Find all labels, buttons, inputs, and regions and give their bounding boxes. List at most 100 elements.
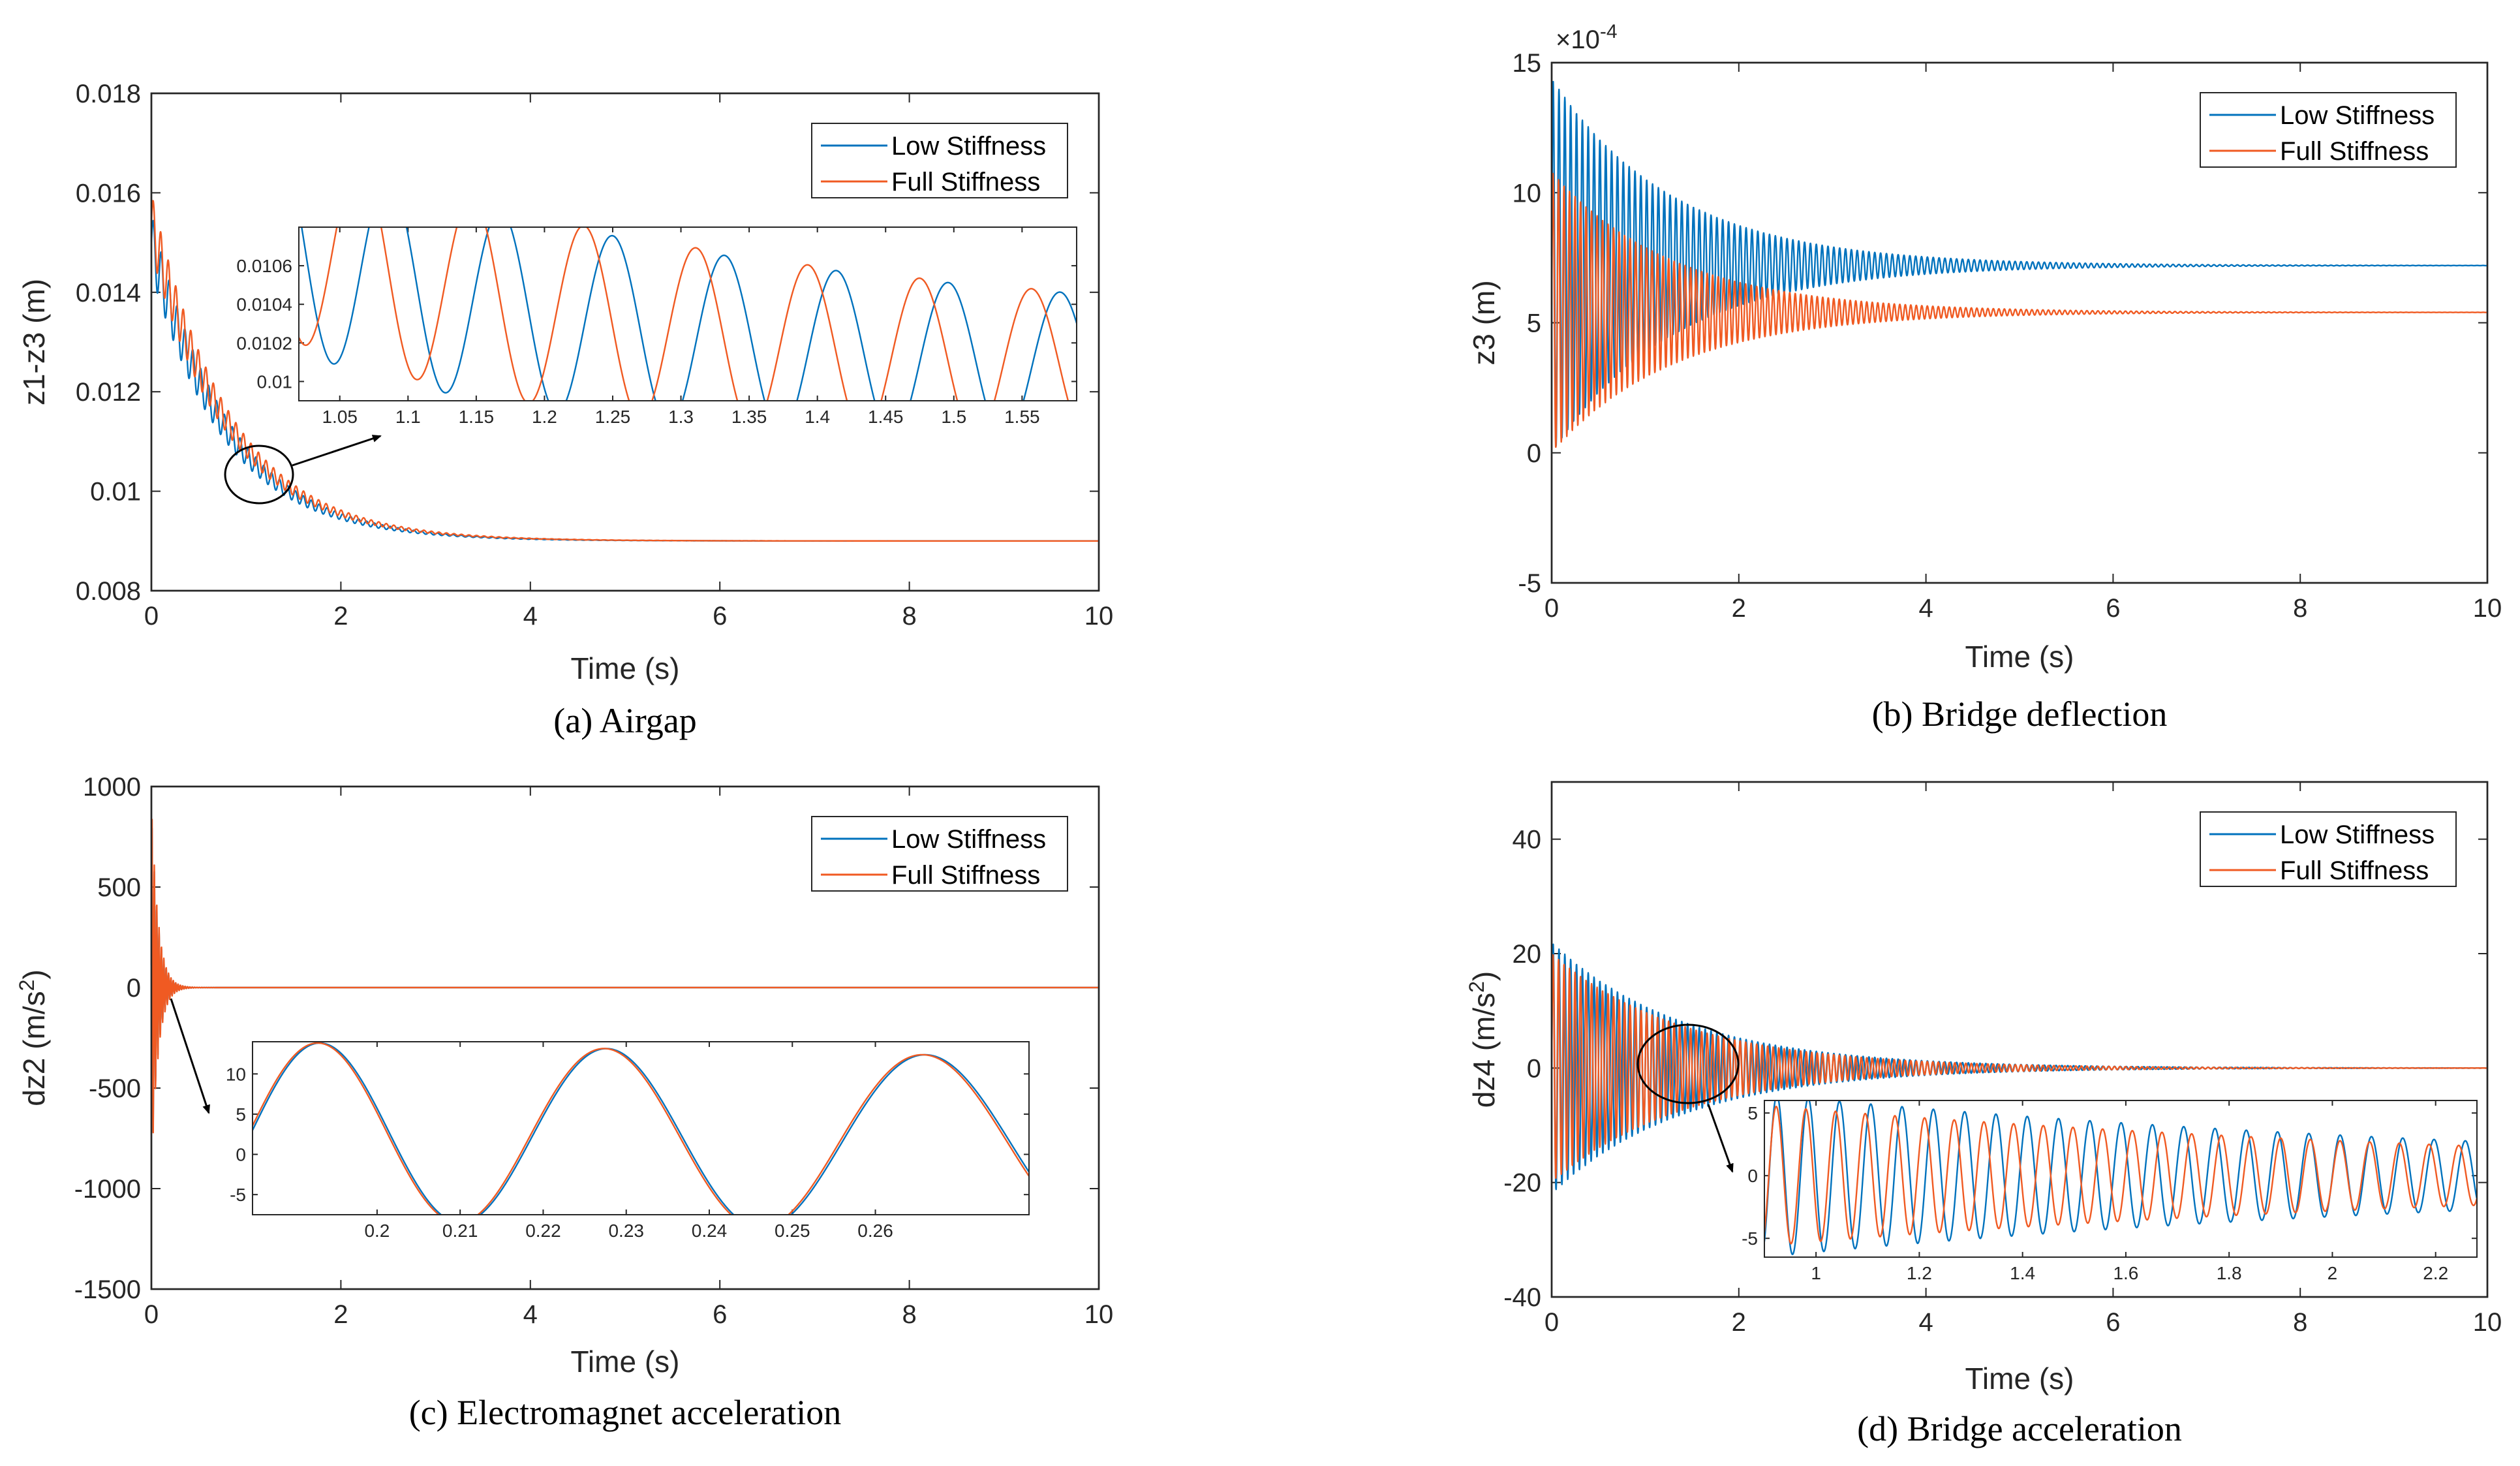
x-tick-label: 1.4	[2010, 1263, 2035, 1283]
legend-entry: Low Stiffness	[2280, 820, 2435, 849]
x-tick-label: 10	[2473, 1308, 2502, 1337]
y-tick-label: -20	[1503, 1169, 1541, 1198]
inset-series-line-full-stiffness	[1764, 1106, 2477, 1245]
y-tick-label: 5	[1747, 1103, 1758, 1123]
axis-exponent: ×10-4	[1556, 21, 1618, 54]
x-tick-label: 6	[713, 602, 727, 631]
x-tick-label: 1.2	[532, 407, 557, 427]
plot-frame-top	[150, 785, 1100, 1290]
x-tick-label: 2	[333, 602, 348, 631]
x-tick-label: 1.55	[1004, 407, 1040, 427]
y-axis-label-power: 2	[1465, 981, 1488, 993]
inset-series	[299, 227, 1077, 401]
x-tick-label: 1.3	[668, 407, 694, 427]
x-tick-label: 1.8	[2217, 1263, 2242, 1283]
chart-a: 0 2 4 6 8 10 0.008 0.01 0.012 0.014 0.016 0.018 Low …	[17, 80, 1113, 740]
x-tick-label: 6	[713, 1300, 727, 1329]
zoom-arrow	[170, 998, 210, 1114]
x-tick-label: 0.2	[364, 1221, 390, 1241]
x-tick-label: 1.4	[805, 407, 830, 427]
zoom-ellipse	[1636, 1023, 1740, 1104]
x-tick-label: 8	[902, 1300, 916, 1329]
y-axis-label-main: dz4 (m/s	[1467, 993, 1501, 1108]
plot-frame	[298, 226, 1077, 401]
x-tick-label: 4	[523, 602, 538, 631]
y-tick-label: 0	[127, 974, 141, 1003]
inset-series-line-full-stiffness	[299, 227, 1069, 401]
x-tick-label: 0.23	[608, 1221, 644, 1241]
x-axis-label: Time (s)	[571, 651, 680, 685]
y-tick-label: -1000	[74, 1175, 141, 1204]
legend: Low Stiffness Full Stiffness	[811, 123, 1068, 198]
y-axis-label-close: )	[17, 969, 51, 979]
plot-frame-top	[1550, 61, 2489, 584]
y-tick-label: 10	[1513, 179, 1542, 208]
series-line-full-stiffness	[1550, 954, 2488, 1179]
plot-frame-top	[150, 92, 1100, 592]
legend-entry: Full Stiffness	[2280, 137, 2429, 166]
x-tick-label: 0.25	[775, 1221, 810, 1241]
x-tick-label: 1.5	[941, 407, 966, 427]
x-axis-label: Time (s)	[1965, 640, 2074, 674]
legend-entry: Low Stiffness	[2280, 101, 2435, 130]
y-axis-label: dz4 (m/s2)	[1465, 971, 1501, 1108]
y-tick-label: 0.018	[76, 80, 141, 108]
legend-entry: Full Stiffness	[2280, 856, 2429, 885]
x-tick-label: 10	[2473, 594, 2502, 623]
legend: Low Stiffness Full Stiffness	[811, 816, 1068, 892]
x-tick-label: 4	[1918, 1308, 1933, 1337]
x-tick-label: 10	[1084, 602, 1114, 631]
x-tick-label: 1.45	[868, 407, 904, 427]
x-tick-label: 1.2	[1907, 1263, 1932, 1283]
x-tick-label: 1.05	[322, 407, 358, 427]
figure-caption: (b) Bridge deflection	[1872, 694, 2168, 734]
x-tick-label: 0	[1544, 594, 1559, 623]
chart-c: 0 2 4 6 8 10 -1500 -1000 -500 0 500 1000 Low Stiffne…	[15, 773, 1113, 1432]
plot-frame-top	[1550, 781, 2489, 1298]
y-tick-label: 500	[97, 873, 141, 902]
x-tick-label: 0	[1544, 1308, 1559, 1337]
x-tick-label: 1.1	[395, 407, 421, 427]
x-tick-label: 0	[144, 1300, 159, 1329]
series-line-full-stiffness	[1550, 172, 2488, 448]
y-tick-label: 0.0102	[236, 333, 292, 353]
series-line-full-stiffness	[150, 819, 1099, 1134]
inset-frame-top	[252, 1041, 1030, 1215]
inset-series	[253, 1042, 1029, 1215]
legend: Low Stiffness Full Stiffness	[2200, 811, 2457, 887]
plot-frame	[252, 1041, 1030, 1215]
y-tick-label: 0.0106	[236, 256, 292, 276]
zoom-arrow	[1707, 1104, 1734, 1173]
zoom-arrow	[292, 435, 382, 467]
x-tick-label: 1.35	[731, 407, 767, 427]
y-axis-label-main: z3 (m)	[1467, 280, 1501, 365]
legend-entry: Low Stiffness	[891, 825, 1046, 854]
inset-series-line-low-stiffness	[253, 1042, 1029, 1215]
y-axis-label-main: dz2 (m/s	[17, 991, 51, 1106]
x-tick-label: 0.22	[525, 1221, 561, 1241]
y-tick-label: 10	[226, 1064, 246, 1084]
figure-caption: (d) Bridge acceleration	[1857, 1409, 2182, 1448]
y-tick-label: 0.01	[90, 478, 141, 507]
zoom-ellipse	[224, 444, 294, 505]
legend-box	[811, 816, 1068, 892]
y-axis-label-close: )	[1467, 971, 1501, 981]
y-tick-label: -1500	[74, 1275, 141, 1304]
y-tick-label: -5	[1518, 569, 1541, 598]
y-tick-label: 20	[1513, 940, 1542, 969]
y-tick-label: -500	[89, 1074, 141, 1103]
x-axis-label: Time (s)	[1965, 1362, 2074, 1396]
x-tick-label: 6	[2106, 594, 2120, 623]
x-tick-label: 8	[902, 602, 916, 631]
x-tick-label: 0.21	[442, 1221, 478, 1241]
legend-box	[811, 123, 1068, 198]
x-tick-label: 8	[2293, 594, 2307, 623]
y-axis-label-power: 2	[15, 980, 38, 991]
axis-exponent-base: ×10	[1556, 25, 1600, 54]
x-tick-label: 1.6	[2113, 1263, 2138, 1283]
y-tick-label: -40	[1503, 1283, 1541, 1312]
y-tick-label: 40	[1513, 826, 1542, 854]
y-tick-label: 5	[1527, 309, 1541, 338]
